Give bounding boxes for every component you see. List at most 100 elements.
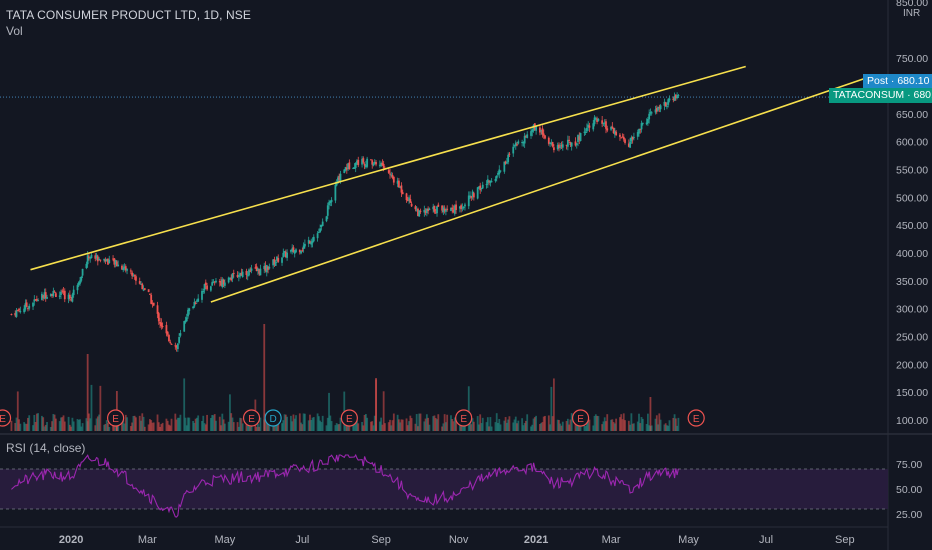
volume-bar (187, 417, 189, 431)
candle-body (282, 252, 285, 258)
volume-label[interactable]: Vol (6, 24, 23, 38)
volume-bar (103, 424, 106, 431)
candle-body (362, 158, 365, 163)
volume-bar (19, 423, 22, 431)
candle-body (373, 161, 376, 164)
volume-bar (378, 421, 381, 431)
volume-bar (293, 418, 296, 431)
candle-body (490, 181, 493, 183)
volume-bar (419, 413, 422, 431)
event-marker-label: E (577, 414, 584, 425)
candle-body (258, 269, 261, 274)
candle-body (236, 274, 239, 278)
volume-bar (316, 413, 319, 431)
volume-bar (570, 413, 573, 431)
volume-bar (37, 413, 40, 431)
candle-body (659, 105, 662, 110)
candle-body (215, 280, 217, 283)
volume-bar (380, 417, 383, 431)
volume-bar (201, 420, 203, 431)
trendlines[interactable] (30, 65, 876, 303)
volume-bar (28, 415, 31, 431)
volume-bar (303, 413, 306, 431)
volume-bar (174, 413, 177, 431)
symbol-title[interactable]: TATA CONSUMER PRODUCT LTD, 1D, NSE (6, 8, 251, 22)
candle-body (455, 204, 457, 210)
volume-bar (325, 425, 328, 431)
volume-bar (619, 417, 621, 431)
candle-body (666, 106, 668, 108)
candle-body (364, 165, 367, 168)
candle-body (179, 333, 182, 336)
candle-body (27, 308, 29, 310)
price-tick-label: 600.00 (896, 137, 928, 149)
volume-bar (60, 417, 62, 431)
candle-body (149, 293, 151, 295)
candle-body (53, 291, 56, 293)
candle-body (310, 242, 313, 245)
volume-bar (472, 421, 475, 431)
candle-body (442, 207, 445, 213)
volume-bar (602, 421, 605, 431)
candle-body (381, 162, 384, 166)
candle-body (471, 191, 474, 197)
volume-bar (290, 415, 292, 431)
volume-bar (654, 418, 657, 431)
time-tick-label: Jul (295, 534, 309, 546)
volume-bar (621, 419, 624, 431)
volume-bar (204, 424, 207, 431)
candle-body (611, 126, 614, 129)
volume-bar (561, 421, 564, 431)
volume-bar (648, 425, 651, 431)
volume-bar (27, 417, 29, 431)
volume-bar (470, 424, 473, 431)
candle-body (197, 298, 200, 302)
price-tick-label: 150.00 (896, 387, 928, 399)
volume-bar (52, 413, 55, 431)
volume-bar (71, 417, 74, 431)
candle-body (25, 302, 28, 307)
candle-body (621, 136, 624, 138)
volume-bar (668, 420, 671, 431)
volume-bar (396, 414, 399, 431)
volume-bar (156, 414, 159, 431)
event-marker-circle (571, 409, 590, 427)
volume-bar (467, 386, 470, 431)
volume-bar (611, 419, 614, 431)
volume-bar (362, 425, 365, 431)
candle-body (650, 112, 653, 114)
volume-bar (552, 378, 555, 431)
candle-body (183, 320, 186, 332)
candle-body (274, 261, 277, 266)
time-tick-label: Nov (449, 534, 469, 546)
candle-body (645, 122, 648, 125)
rsi-label[interactable]: RSI (14, close) (6, 441, 86, 455)
candle-body (108, 259, 111, 264)
volume-bar (301, 424, 304, 431)
candle-body (648, 113, 651, 120)
candle-body (237, 275, 240, 277)
volume-bar (196, 417, 198, 431)
candle-body (428, 208, 431, 211)
candle-body (361, 158, 363, 165)
candle-body (408, 197, 410, 201)
volume-bar (298, 413, 301, 431)
candle-body (150, 294, 153, 304)
candle-body (46, 297, 48, 299)
volume-bar (405, 418, 408, 431)
candle-body (525, 136, 527, 138)
volume-bar (16, 391, 19, 431)
price-tick-label: 350.00 (896, 276, 928, 288)
volume-bar (223, 423, 226, 431)
candle-body (512, 146, 515, 154)
candle-body (63, 290, 66, 300)
volume-bar (117, 422, 120, 431)
candle-body (103, 258, 106, 261)
candle-body (550, 143, 553, 145)
candle-body (52, 290, 55, 297)
candle-body (33, 299, 36, 302)
candle-body (202, 290, 205, 293)
volume-bar (507, 419, 510, 431)
